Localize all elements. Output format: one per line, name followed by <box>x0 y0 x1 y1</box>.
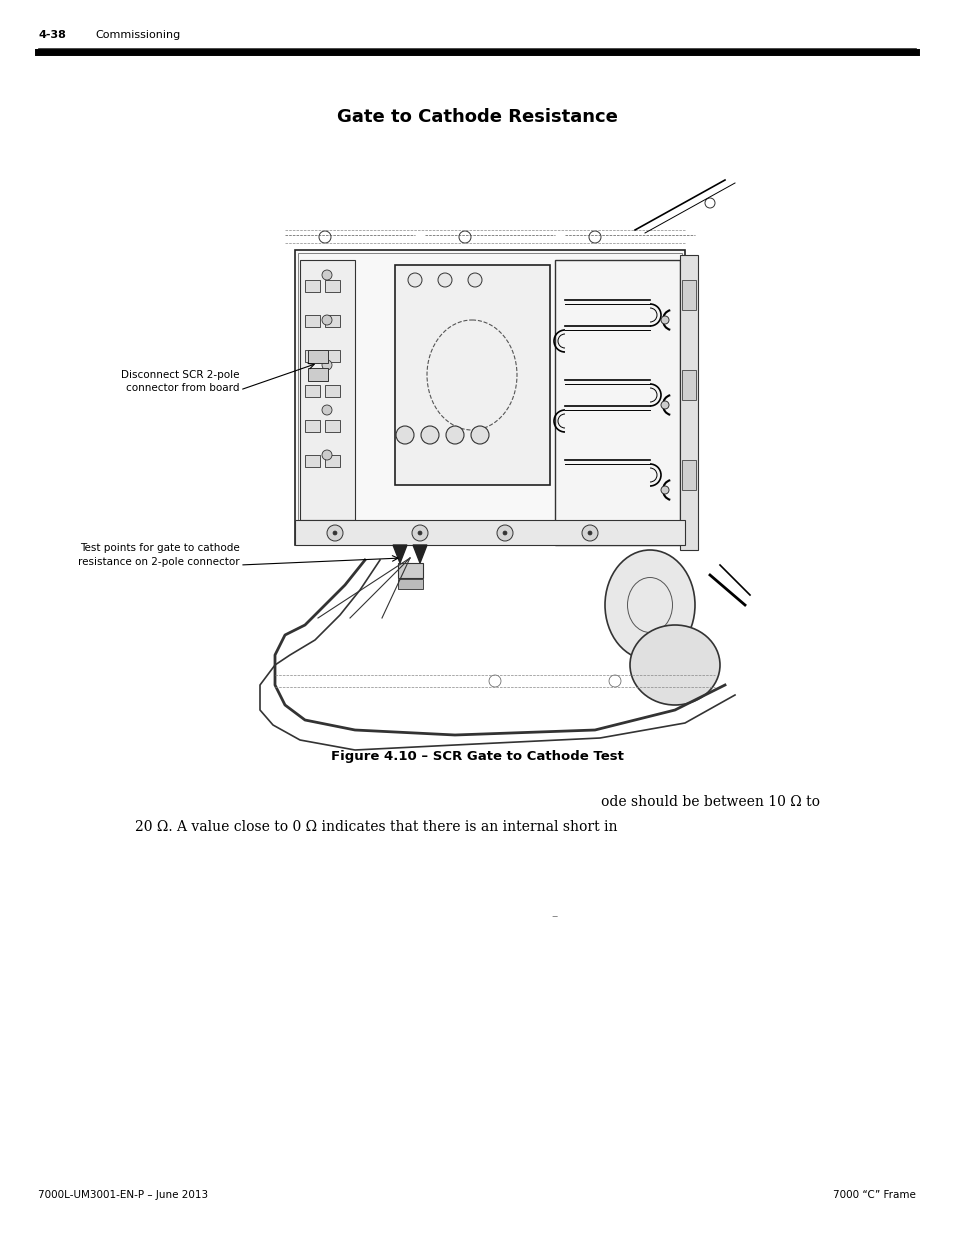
Bar <box>305 420 319 432</box>
Text: 7000L-UM3001-EN-P – June 2013: 7000L-UM3001-EN-P – June 2013 <box>38 1191 208 1200</box>
Text: Gate to Cathode Resistance: Gate to Cathode Resistance <box>336 107 617 126</box>
Circle shape <box>502 531 506 535</box>
Circle shape <box>333 531 336 535</box>
Bar <box>681 280 696 310</box>
Circle shape <box>420 426 438 445</box>
Circle shape <box>446 426 463 445</box>
Text: Figure 4.10 – SCR Gate to Cathode Test: Figure 4.10 – SCR Gate to Cathode Test <box>331 750 622 763</box>
Bar <box>299 261 355 520</box>
Bar <box>555 261 679 545</box>
Text: 7000 “C” Frame: 7000 “C” Frame <box>832 1191 915 1200</box>
Text: 20 Ω. A value close to 0 Ω indicates that there is an internal short in: 20 Ω. A value close to 0 Ω indicates tha… <box>135 820 617 834</box>
Bar <box>305 350 319 362</box>
Bar <box>308 368 328 382</box>
Ellipse shape <box>629 625 720 705</box>
Bar <box>679 254 698 550</box>
Bar <box>325 385 339 396</box>
Bar <box>397 579 422 589</box>
Bar <box>681 459 696 490</box>
Ellipse shape <box>604 550 695 659</box>
Circle shape <box>417 531 421 535</box>
Bar <box>397 563 422 578</box>
Circle shape <box>322 450 332 459</box>
Bar <box>305 385 319 396</box>
Text: Test points for gate to cathode: Test points for gate to cathode <box>80 543 240 553</box>
Bar <box>305 315 319 327</box>
Text: connector from board: connector from board <box>127 383 240 393</box>
Circle shape <box>395 426 414 445</box>
Polygon shape <box>413 545 427 563</box>
Circle shape <box>587 531 592 535</box>
Bar <box>325 454 339 467</box>
Bar <box>297 253 681 542</box>
Bar <box>325 350 339 362</box>
Bar <box>395 266 550 485</box>
Circle shape <box>408 273 421 287</box>
Bar <box>294 249 684 545</box>
Text: Commissioning: Commissioning <box>95 30 180 40</box>
Polygon shape <box>393 545 407 563</box>
Bar <box>305 280 319 291</box>
Bar <box>294 520 684 545</box>
Bar <box>305 454 319 467</box>
Text: 4-38: 4-38 <box>38 30 66 40</box>
Bar <box>681 370 696 400</box>
Circle shape <box>437 273 452 287</box>
Circle shape <box>471 426 489 445</box>
Circle shape <box>660 487 668 494</box>
Bar <box>308 350 328 363</box>
Text: –: – <box>551 910 558 923</box>
Bar <box>325 420 339 432</box>
Circle shape <box>322 270 332 280</box>
Circle shape <box>660 316 668 324</box>
Text: Disconnect SCR 2-pole: Disconnect SCR 2-pole <box>121 370 240 380</box>
Circle shape <box>497 525 513 541</box>
Circle shape <box>412 525 428 541</box>
Circle shape <box>327 525 343 541</box>
Circle shape <box>468 273 481 287</box>
Circle shape <box>581 525 598 541</box>
Circle shape <box>322 405 332 415</box>
Bar <box>325 280 339 291</box>
Circle shape <box>322 359 332 370</box>
Text: resistance on 2-pole connector: resistance on 2-pole connector <box>78 557 240 567</box>
Text: ode should be between 10 Ω to: ode should be between 10 Ω to <box>600 795 820 809</box>
Circle shape <box>322 315 332 325</box>
Circle shape <box>660 401 668 409</box>
Bar <box>325 315 339 327</box>
